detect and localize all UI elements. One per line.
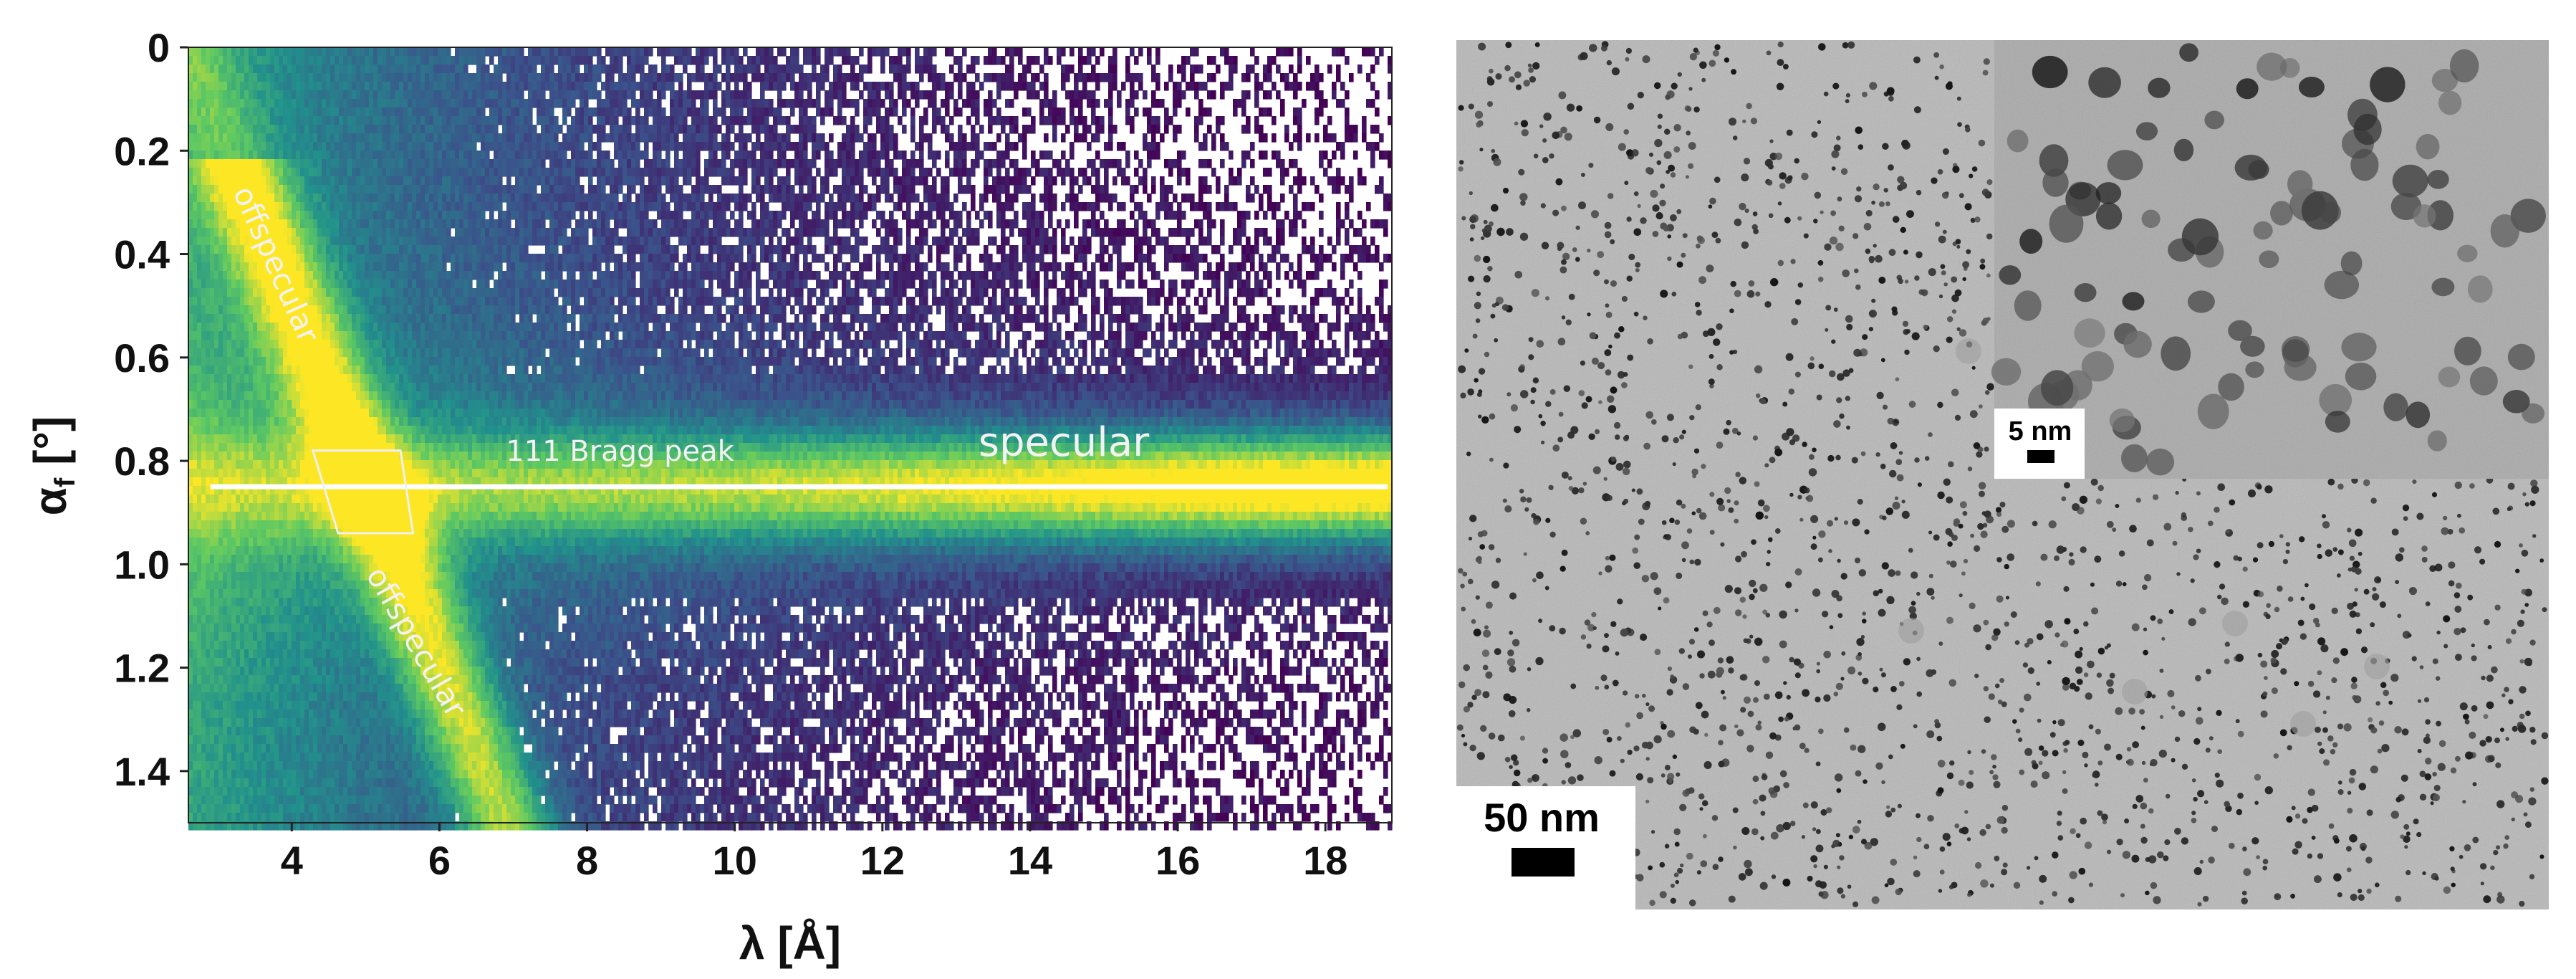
micrograph-panel: 5 nm 50 nm (1456, 40, 2549, 909)
y-axis-ticks: 0 0.2 0.4 0.6 0.8 1.0 1.2 1.4 (114, 25, 188, 794)
y-tick-label: 1.2 (114, 646, 170, 691)
x-axis-title: λ [Å] (739, 917, 841, 969)
y-axis-title: αf [°] (24, 416, 81, 516)
heatmap-cells (188, 47, 1393, 831)
x-tick-label: 6 (428, 838, 451, 883)
x-tick-label: 16 (1155, 838, 1200, 883)
annotation-text: 111 Bragg peak (506, 435, 734, 468)
x-tick-label: 8 (576, 838, 598, 883)
y-tick-label: 0.6 (114, 335, 170, 381)
x-tick-label: 18 (1303, 838, 1347, 883)
x-tick-label: 10 (713, 838, 757, 883)
x-axis-ticks: 4 6 8 10 12 14 16 18 (281, 823, 1348, 883)
inset-scale-label: 5 nm (2009, 416, 2072, 446)
scale-bar (1512, 848, 1575, 877)
annotation-text: specular (979, 419, 1150, 466)
x-tick-label: 12 (860, 838, 905, 883)
y-tick-label: 1.4 (114, 749, 170, 794)
heatmap-panel: 4 6 8 10 12 14 16 18 00.20.40.60.81.01.21.4 off… (24, 25, 1393, 969)
scale-bar-block: 50 nm (1456, 786, 1635, 909)
inset-micrograph: 5 nm (1991, 40, 2549, 479)
y-axis-title-unit: [°] (24, 416, 76, 478)
y-tick-label: 0.2 (114, 128, 170, 173)
x-tick-label: 4 (281, 838, 303, 883)
y-tick-label: 1.0 (114, 542, 170, 587)
y-axis-title-main: α (24, 487, 76, 515)
y-tick-label: 0.4 (114, 232, 170, 277)
y-tick-label: 0 (148, 25, 170, 70)
x-tick-label: 14 (1008, 838, 1052, 883)
scale-label: 50 nm (1484, 795, 1600, 840)
y-tick-label: 0.8 (114, 439, 170, 484)
y-axis-title-sub: f (49, 477, 81, 487)
inset-scale-bar (2027, 450, 2054, 463)
